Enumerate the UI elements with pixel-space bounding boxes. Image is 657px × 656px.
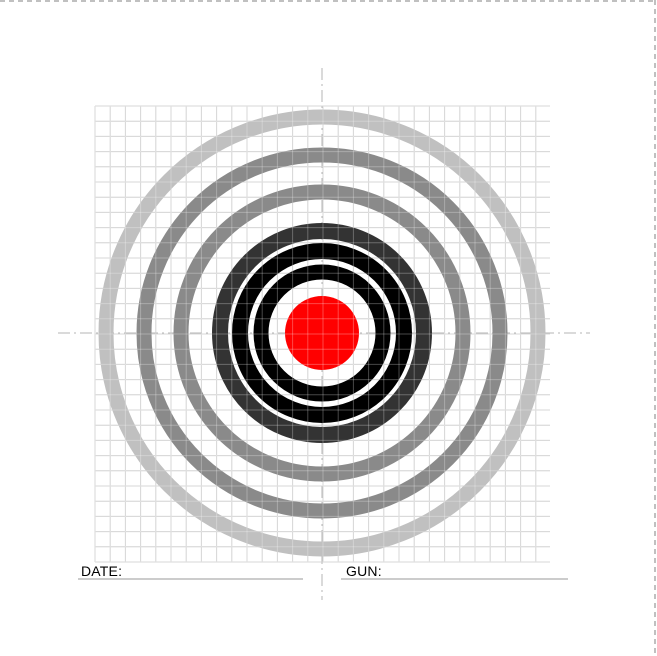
gun-label: GUN: — [346, 563, 382, 579]
bullseye — [285, 296, 359, 370]
ring-fourth-dark — [212, 223, 432, 443]
ring-outer-light — [98, 109, 546, 557]
target-rings — [98, 109, 546, 557]
ring-third-gray — [173, 184, 471, 482]
ring-fifth-black — [232, 243, 412, 423]
date-label: DATE: — [81, 563, 123, 579]
ring-second-gray — [136, 147, 508, 519]
grid-overlay — [94, 105, 550, 563]
ring-sixth-black — [253, 264, 391, 402]
